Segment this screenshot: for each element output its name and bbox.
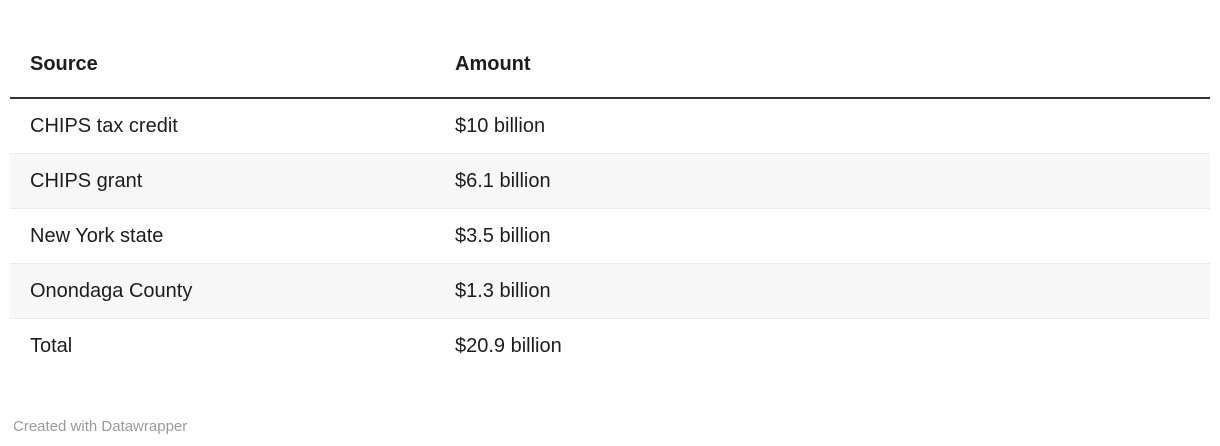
cell-source: CHIPS tax credit bbox=[30, 115, 178, 137]
cell-amount: $1.3 billion bbox=[435, 263, 1210, 319]
column-header-source: Source bbox=[10, 45, 435, 99]
cell-source: New York state bbox=[10, 208, 435, 264]
datawrapper-attribution-link[interactable]: Created with Datawrapper bbox=[13, 418, 188, 435]
cell-source: CHIPS grant bbox=[10, 153, 435, 209]
table-row: CHIPS tax credit $10 billion bbox=[10, 98, 1210, 154]
table-row: Onondaga County $1.3 billion bbox=[10, 263, 1210, 319]
table-row: New York state $3.5 billion bbox=[10, 208, 1210, 264]
cell-source: Total bbox=[10, 318, 435, 373]
header-row: Source Amount bbox=[10, 45, 1210, 99]
cell-amount: $3.5 billion bbox=[435, 208, 1210, 264]
table-row-total: Total $20.9 billion bbox=[10, 318, 1210, 373]
cell-amount: $6.1 billion bbox=[435, 153, 1210, 209]
table-row: CHIPS grant $6.1 billion bbox=[10, 153, 1210, 209]
attribution: Created with Datawrapper bbox=[13, 417, 1220, 437]
table-container: Source Amount CHIPS tax credit $10 billi… bbox=[10, 45, 1210, 373]
cell-source: Onondaga County bbox=[10, 263, 435, 319]
data-table: Source Amount CHIPS tax credit $10 billi… bbox=[10, 45, 1210, 373]
column-header-amount: Amount bbox=[435, 45, 1210, 99]
cell-amount: $10 billion bbox=[455, 115, 546, 137]
cell-amount: $20.9 billion bbox=[435, 318, 1210, 373]
